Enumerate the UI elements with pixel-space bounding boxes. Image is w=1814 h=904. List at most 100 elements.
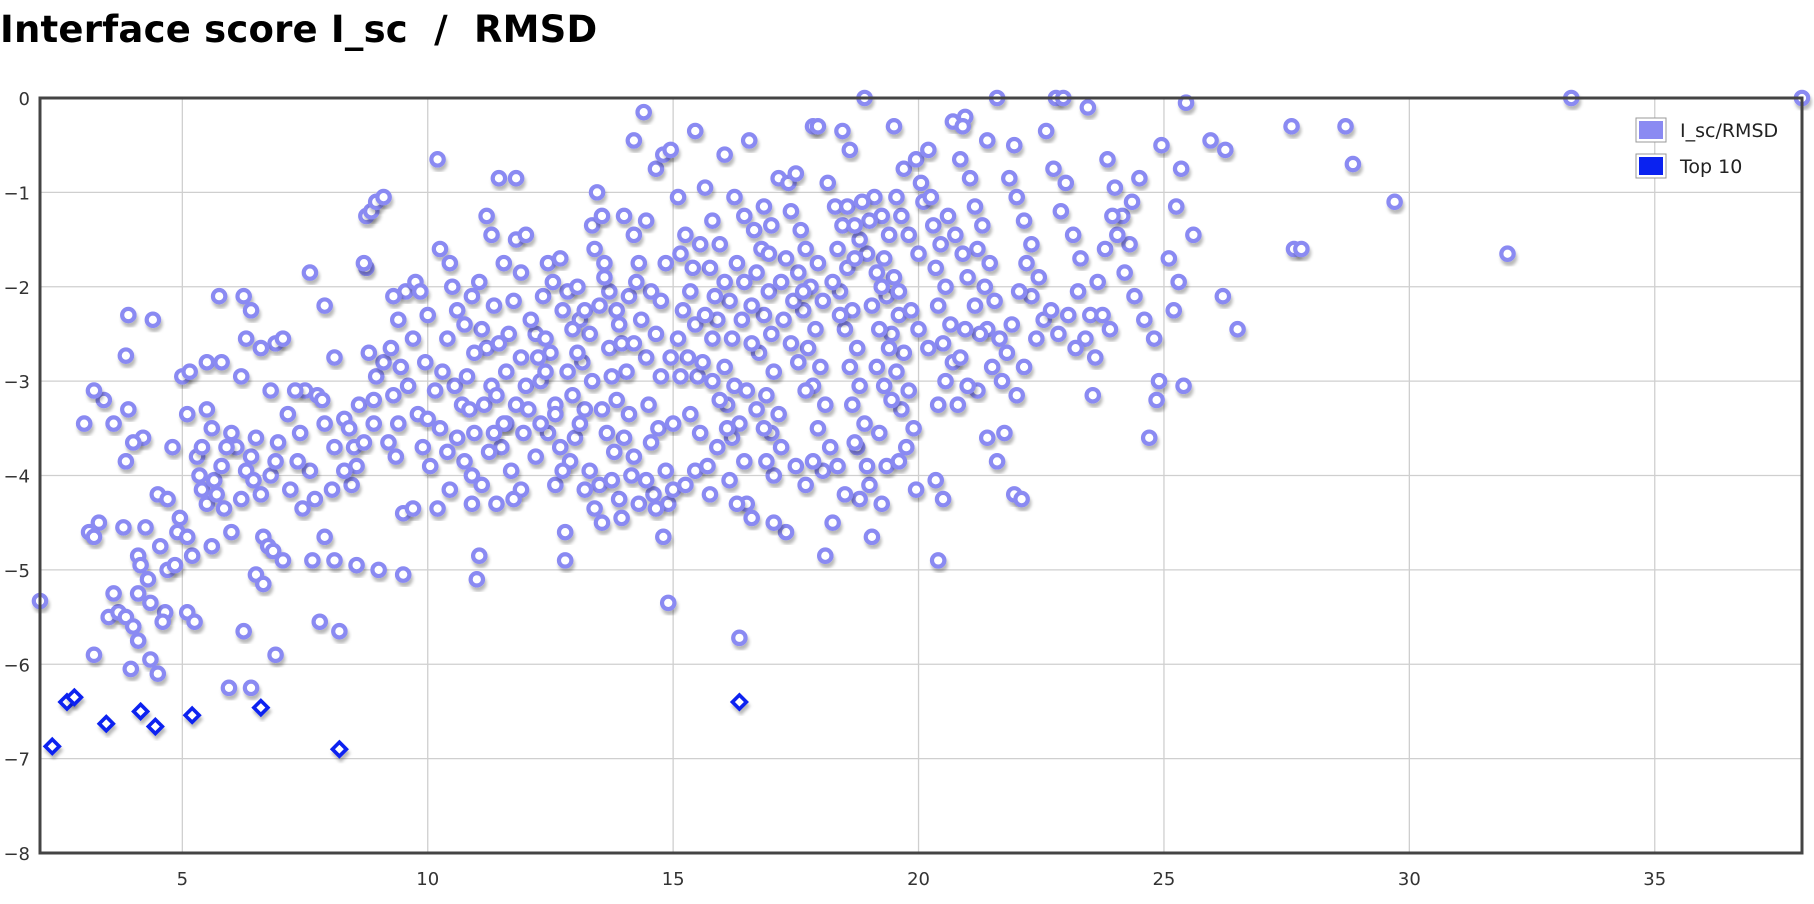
data-point — [534, 287, 552, 305]
data-point — [998, 344, 1016, 362]
data-point — [951, 349, 969, 366]
data-point — [316, 415, 333, 432]
data-point — [252, 339, 270, 357]
data-point — [672, 368, 689, 385]
y-tick-label: −2 — [3, 278, 30, 299]
data-point — [463, 495, 481, 513]
data-point — [1121, 235, 1138, 253]
data-point — [556, 552, 574, 569]
data-point — [652, 368, 670, 385]
data-point — [164, 438, 181, 456]
data-point — [517, 377, 535, 395]
data-point — [237, 330, 255, 347]
data-point — [132, 556, 149, 574]
data-point — [213, 353, 230, 371]
data-point — [1001, 169, 1018, 187]
data-point — [385, 287, 402, 305]
y-tick-label: −7 — [3, 750, 30, 771]
data-point — [583, 372, 601, 390]
data-point — [235, 287, 252, 305]
data-point — [117, 453, 135, 470]
data-point — [870, 424, 888, 442]
data-point — [242, 302, 260, 319]
data-point — [198, 495, 216, 513]
data-point — [932, 235, 949, 253]
data-point — [466, 424, 483, 442]
data-point — [1045, 160, 1062, 178]
data-point — [706, 287, 724, 305]
y-tick-label: −8 — [3, 844, 30, 865]
data-point — [770, 405, 787, 423]
data-point — [912, 174, 930, 192]
data-point — [696, 179, 714, 196]
data-point — [893, 207, 910, 225]
data-point — [517, 226, 535, 244]
data-point — [274, 552, 292, 569]
data-point — [794, 302, 812, 319]
data-point — [559, 363, 576, 380]
data-point — [429, 151, 446, 168]
data-point — [431, 420, 449, 437]
data-point — [647, 325, 665, 343]
data-point — [566, 429, 584, 447]
data-point — [603, 368, 621, 385]
data-point — [711, 235, 729, 253]
data-point — [124, 434, 142, 451]
data-point — [630, 495, 648, 513]
data-point — [380, 434, 397, 451]
data-point — [988, 453, 1006, 470]
data-point — [875, 377, 893, 395]
data-point — [733, 311, 751, 329]
data-point — [1094, 306, 1111, 324]
data-point — [939, 207, 957, 225]
data-point — [532, 415, 549, 432]
data-point — [326, 552, 343, 569]
data-point — [954, 118, 972, 135]
data-point — [569, 344, 586, 362]
data-point — [355, 254, 373, 272]
data-point — [743, 335, 760, 352]
data-point — [610, 490, 628, 508]
tick-labels: 5 10 15 20 25 30 35 0 −1 −2 −3 −4 −5 −6 −7 −8 — [3, 89, 1666, 890]
data-point — [736, 207, 753, 225]
data-point — [814, 462, 832, 480]
data-point — [294, 500, 311, 517]
data-point — [716, 358, 733, 376]
data-point — [193, 481, 211, 498]
data-point — [416, 353, 434, 371]
data-point — [978, 132, 996, 149]
data-point — [799, 339, 817, 357]
data-point — [1185, 226, 1202, 244]
data-point — [122, 660, 140, 678]
data-point — [650, 420, 667, 437]
data-point — [728, 254, 746, 272]
data-point — [446, 377, 464, 395]
data-point — [875, 250, 893, 267]
data-point — [821, 438, 839, 456]
chart-title: Interface score I_sc / RMSD — [0, 8, 598, 51]
data-point — [628, 273, 645, 291]
top10-point — [42, 736, 62, 756]
data-point — [888, 363, 905, 380]
data-point — [551, 250, 569, 267]
data-point — [389, 415, 407, 432]
data-point — [90, 514, 108, 531]
data-point — [789, 264, 807, 281]
data-point — [758, 453, 775, 470]
data-point — [279, 405, 297, 423]
data-point — [306, 490, 324, 508]
data-point — [907, 481, 925, 498]
data-point — [743, 297, 760, 314]
data-point — [1165, 302, 1183, 319]
data-point — [625, 335, 643, 352]
data-point — [809, 254, 827, 272]
data-point — [976, 278, 994, 296]
data-point — [863, 297, 881, 314]
data-point — [326, 349, 343, 366]
data-point — [672, 245, 689, 263]
data-point — [1052, 202, 1070, 220]
data-point — [456, 453, 473, 470]
data-point — [586, 240, 603, 258]
data-point — [1067, 339, 1084, 357]
data-point — [1013, 490, 1030, 508]
